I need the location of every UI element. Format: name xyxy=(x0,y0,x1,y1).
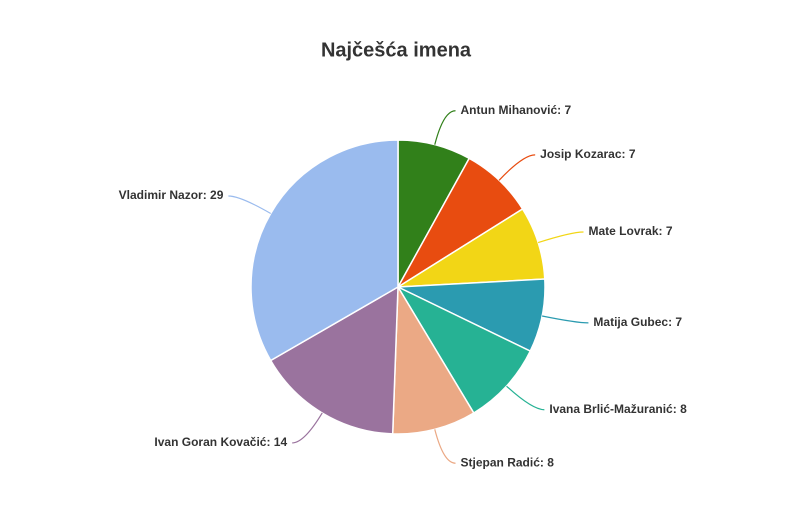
pie-slice xyxy=(396,285,532,414)
data-label: Josip Kozarac: 7 xyxy=(540,147,636,161)
leader-line xyxy=(434,429,456,464)
leader-line xyxy=(434,110,456,145)
leader-line xyxy=(506,385,545,411)
leader-line xyxy=(498,154,536,181)
data-label: Mate Lovrak: 7 xyxy=(588,224,672,238)
data-label: Vladimir Nazor: 29 xyxy=(119,188,224,202)
data-label: Ivan Goran Kovačić: 14 xyxy=(154,435,287,449)
pie-slice xyxy=(391,284,475,435)
data-label: Ivana Brlić-Mažuranić: 8 xyxy=(549,402,687,416)
leader-line xyxy=(228,195,271,215)
leader-line xyxy=(537,231,584,244)
leader-line xyxy=(292,412,323,444)
data-label: Matija Gubec: 7 xyxy=(593,315,682,329)
pie-slice xyxy=(250,139,399,362)
pie-slice xyxy=(269,285,399,435)
leader-line xyxy=(541,315,589,324)
data-label: Stjepan Radić: 8 xyxy=(461,455,555,469)
chart-title: Najčešća imena xyxy=(321,39,472,61)
data-label: Antun Mihanović: 7 xyxy=(461,103,572,117)
